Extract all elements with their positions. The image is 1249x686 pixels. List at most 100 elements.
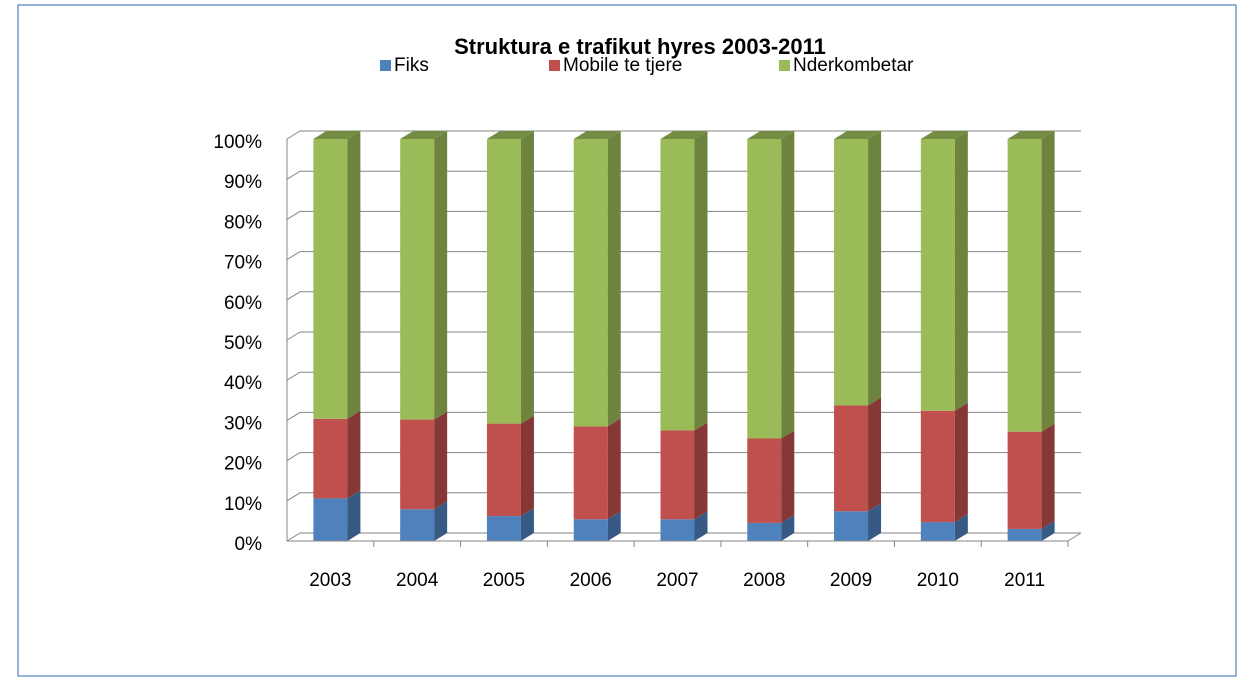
bar-face	[1041, 520, 1055, 541]
x-tick-label: 2010	[917, 570, 959, 591]
chart-title: Struktura e trafikut hyres 2003-2011	[454, 34, 826, 59]
bar-face	[520, 415, 534, 517]
bar-face	[400, 139, 435, 420]
bar-segment	[660, 511, 708, 541]
bar-face	[834, 511, 869, 541]
bar-face	[520, 508, 534, 541]
x-tick-label: 2006	[570, 570, 612, 591]
bar-face	[1007, 139, 1042, 432]
bar-segment	[747, 514, 795, 541]
bar-face	[486, 423, 521, 517]
bar-segment	[834, 131, 882, 406]
bar-face	[868, 131, 882, 406]
bar-face	[747, 131, 795, 139]
bar-face	[486, 131, 534, 139]
bar-face	[660, 430, 695, 520]
bar-segment	[573, 511, 621, 541]
x-tick-label: 2005	[483, 570, 525, 591]
bar-segment	[573, 418, 621, 520]
bar-face	[400, 419, 435, 510]
bar-face	[313, 498, 348, 541]
bar-face	[834, 405, 869, 512]
bar-face	[920, 139, 955, 411]
bar-face	[434, 411, 448, 510]
x-tick-label: 2004	[396, 570, 439, 591]
legend-swatch	[779, 60, 790, 71]
bar-face	[434, 501, 448, 541]
grid-line	[286, 170, 1081, 180]
grid-line	[286, 492, 1081, 502]
bar-face	[400, 131, 448, 139]
bar-segment	[1007, 520, 1055, 541]
bar-face	[607, 131, 621, 427]
bar-segment	[834, 503, 882, 541]
bar-face	[834, 139, 869, 406]
y-tick-label: 70%	[224, 253, 262, 274]
bar-face	[920, 131, 968, 139]
bar-face	[520, 131, 534, 424]
y-tick-label: 100%	[213, 132, 262, 153]
bar-segment	[920, 514, 968, 541]
bar-face	[434, 131, 448, 420]
bar-face	[954, 514, 968, 541]
bar-face	[747, 522, 782, 541]
x-tick-label: 2009	[830, 570, 872, 591]
bar-face	[694, 511, 708, 541]
legend-swatch	[549, 60, 560, 71]
x-tick-label: 2007	[656, 570, 698, 591]
bar-face	[920, 410, 955, 523]
bar-segment	[1007, 423, 1055, 529]
bar-face	[1007, 528, 1042, 541]
bar-face	[607, 511, 621, 541]
x-tick-label: 2008	[743, 570, 785, 591]
bar-face	[573, 139, 608, 427]
grid-line	[286, 251, 1081, 261]
bar-face	[660, 139, 695, 431]
y-tick-label: 80%	[224, 212, 262, 233]
legend-swatch	[380, 60, 391, 71]
bar-face	[747, 438, 782, 523]
grid-line	[286, 331, 1081, 341]
bar-segment	[486, 508, 534, 541]
bar-segment	[660, 131, 708, 431]
grid-line	[286, 130, 1081, 140]
bar-face	[694, 131, 708, 431]
legend-label: Fiks	[394, 55, 429, 76]
bar-face	[694, 422, 708, 520]
x-axis-depth	[1067, 532, 1082, 542]
bar-segment	[313, 490, 361, 541]
bar-face	[834, 131, 882, 139]
bar-face	[660, 519, 695, 541]
bar-face	[1007, 131, 1055, 139]
grid-line	[286, 291, 1081, 301]
grid-line	[286, 411, 1081, 421]
bar-segment	[834, 397, 882, 512]
y-tick-label: 50%	[224, 333, 262, 354]
x-tick-label: 2011	[1004, 570, 1045, 591]
bar-segment	[313, 131, 361, 419]
bar-segment	[920, 131, 968, 411]
y-tick-label: 40%	[224, 373, 262, 394]
bar-face	[573, 519, 608, 541]
y-tick-label: 20%	[224, 454, 262, 475]
y-tick-label: 60%	[224, 293, 262, 314]
bar-face	[1041, 423, 1055, 529]
bar-segment	[400, 411, 448, 510]
y-tick-label: 90%	[224, 172, 262, 193]
bar-face	[347, 131, 361, 419]
bar-segment	[747, 131, 795, 439]
bar-face	[1041, 131, 1055, 432]
bar-face	[313, 131, 361, 139]
bar-segment	[1007, 131, 1055, 432]
bar-segment	[400, 131, 448, 420]
grid-line	[286, 452, 1081, 462]
bar-face	[868, 397, 882, 512]
bar-face	[781, 514, 795, 541]
legend-label: Mobile te tjere	[563, 55, 682, 76]
y-tick-label: 10%	[224, 494, 262, 515]
bar-face	[920, 522, 955, 541]
bar-segment	[573, 131, 621, 427]
bar-face	[573, 131, 621, 139]
bar-face	[781, 430, 795, 523]
